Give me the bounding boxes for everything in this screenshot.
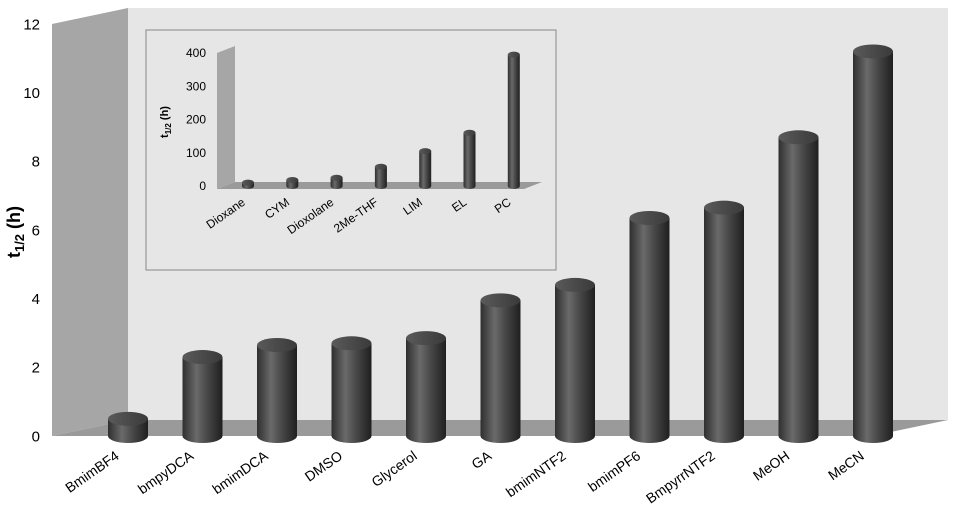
main-bar-cap bbox=[406, 331, 446, 346]
main-bar-cap bbox=[480, 293, 521, 308]
inset-side-wall bbox=[217, 46, 235, 189]
main-x-tick-label: bmimDCA bbox=[209, 447, 271, 497]
main-bar-cap bbox=[555, 277, 595, 292]
main-bar bbox=[182, 350, 223, 444]
inset-bar-cap bbox=[374, 163, 387, 170]
inset-back-wall bbox=[235, 46, 542, 182]
main-bar bbox=[629, 210, 670, 444]
main-x-tick-label: bmimNTF2 bbox=[503, 447, 569, 500]
main-bar bbox=[555, 277, 595, 443]
main-x-tick-label: BmimBF4 bbox=[62, 447, 122, 495]
main-bar-cap bbox=[778, 130, 819, 145]
inset-bar-body bbox=[374, 166, 387, 189]
inset-bar bbox=[374, 163, 387, 189]
main-bar-body bbox=[853, 51, 893, 443]
inset-y-tick-label: 0 bbox=[199, 179, 206, 193]
main-bar-cap bbox=[331, 336, 372, 351]
inset-bar bbox=[507, 51, 520, 189]
main-x-tick-label: bmpyDCA bbox=[135, 447, 197, 497]
main-x-tick-label: bmimPF6 bbox=[585, 447, 643, 495]
main-bar-body bbox=[778, 137, 819, 444]
main-x-tick-label: MeOH bbox=[750, 447, 792, 483]
main-x-tick-label: MeCN bbox=[825, 447, 867, 483]
main-bar-body bbox=[257, 345, 297, 443]
main-x-tick-label: GA bbox=[468, 447, 494, 472]
main-bar bbox=[778, 130, 819, 444]
inset-bar-cap bbox=[330, 174, 343, 181]
main-bar bbox=[406, 331, 446, 443]
main-y-tick-label: 4 bbox=[32, 291, 40, 308]
main-bar-body bbox=[480, 300, 521, 444]
inset-bar-cap bbox=[286, 177, 299, 184]
inset-y-tick-label: 300 bbox=[186, 79, 206, 93]
main-x-tick-label: DMSO bbox=[302, 447, 346, 484]
main-bar bbox=[480, 293, 521, 444]
main-y-tick-label: 6 bbox=[32, 222, 40, 239]
inset-bar bbox=[463, 129, 476, 189]
inset-bar-body bbox=[463, 132, 476, 189]
main-y-tick-label: 0 bbox=[32, 428, 40, 445]
main-y-tick-label: 12 bbox=[23, 16, 40, 33]
main-bar-cap bbox=[704, 200, 744, 215]
main-bar-body bbox=[406, 338, 446, 443]
main-bar bbox=[853, 44, 893, 443]
main-y-tick-label: 2 bbox=[32, 360, 40, 377]
inset-y-axis: 0 100 200 300 400 bbox=[186, 46, 206, 193]
main-bars bbox=[108, 44, 893, 444]
main-bar-cap bbox=[629, 210, 670, 225]
main-y-tick-label: 10 bbox=[23, 85, 40, 102]
inset-bar bbox=[330, 174, 343, 189]
inset-bar bbox=[286, 177, 299, 189]
inset-bars bbox=[242, 51, 520, 189]
inset-bar-body bbox=[507, 54, 520, 189]
main-y-tick-label: 8 bbox=[32, 154, 40, 171]
main-bar-body bbox=[182, 357, 223, 444]
main-side-wall bbox=[52, 8, 128, 436]
main-bar-body bbox=[704, 207, 744, 443]
main-bar-cap bbox=[108, 411, 148, 426]
main-bar bbox=[704, 200, 744, 443]
main-x-tick-label: BmpyrrNTF2 bbox=[643, 447, 718, 506]
inset-bar-cap bbox=[463, 129, 476, 136]
main-x-tick-labels: BmimBF4 bmpyDCA bmimDCA DMSO Glycerol GA bmimN… bbox=[62, 447, 867, 506]
inset-bar-cap bbox=[242, 179, 254, 186]
inset-y-tick-label: 400 bbox=[186, 46, 206, 60]
main-y-axis: 0 2 4 6 8 10 12 bbox=[23, 16, 40, 445]
main-bar-body bbox=[629, 217, 670, 444]
main-bar-cap bbox=[257, 338, 297, 353]
inset-bar bbox=[419, 148, 432, 189]
inset-bar-body bbox=[330, 177, 343, 189]
main-y-axis-title: t1/2 (h) bbox=[4, 206, 27, 258]
inset-bar-body bbox=[419, 151, 432, 189]
main-bar-cap bbox=[853, 44, 893, 59]
main-bar-body bbox=[331, 343, 372, 444]
main-x-tick-label: Glycerol bbox=[368, 447, 419, 490]
inset-y-tick-label: 200 bbox=[186, 113, 206, 127]
inset-y-axis-title: t1/2 (h) bbox=[159, 106, 173, 138]
main-bar bbox=[331, 336, 372, 444]
main-bar-cap bbox=[182, 350, 223, 365]
main-bar bbox=[108, 411, 148, 443]
main-bar-body bbox=[555, 284, 595, 443]
inset-bar-cap bbox=[419, 148, 432, 155]
inset-bar-cap bbox=[507, 51, 520, 58]
main-bar bbox=[257, 338, 297, 443]
inset-y-tick-label: 100 bbox=[186, 146, 206, 160]
inset-bar bbox=[242, 179, 254, 189]
